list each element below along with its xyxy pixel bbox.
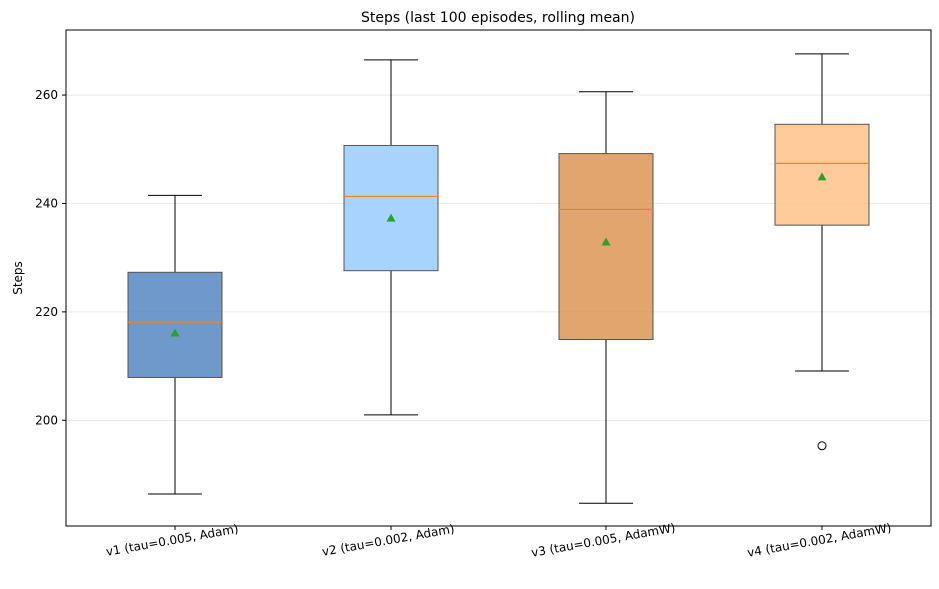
box-body-3 [558,153,654,341]
y-tick-label-1: 220 [35,305,58,319]
mean-marker-2 [386,213,396,222]
mean-marker-3 [601,237,611,246]
box-4 [774,53,870,451]
mean-marker-4 [817,172,827,181]
y-tick-label-2: 240 [35,196,58,210]
box-1 [127,194,223,495]
x-tick-label-3: v3 (tau=0.005, AdamW) [530,521,676,560]
y-axis-label: Steps [11,261,25,295]
boxes-layer [127,53,870,504]
box-3 [558,91,654,504]
mean-marker-1 [170,328,180,337]
x-tick-label-4: v4 (tau=0.002, AdamW) [746,521,892,560]
box-body-2 [343,144,439,272]
chart-title: Steps (last 100 episodes, rolling mean) [361,10,635,26]
y-tick-label-3: 260 [35,88,58,102]
x-tick-label-1: v1 (tau=0.005, Adam) [105,522,240,559]
y-tick-label-0: 200 [35,413,58,427]
plot-area [65,29,932,527]
x-tick-label-2: v2 (tau=0.002, Adam) [321,522,456,559]
outlier-4-1 [817,441,827,451]
box-2 [343,59,439,416]
box-body-1 [127,271,223,378]
